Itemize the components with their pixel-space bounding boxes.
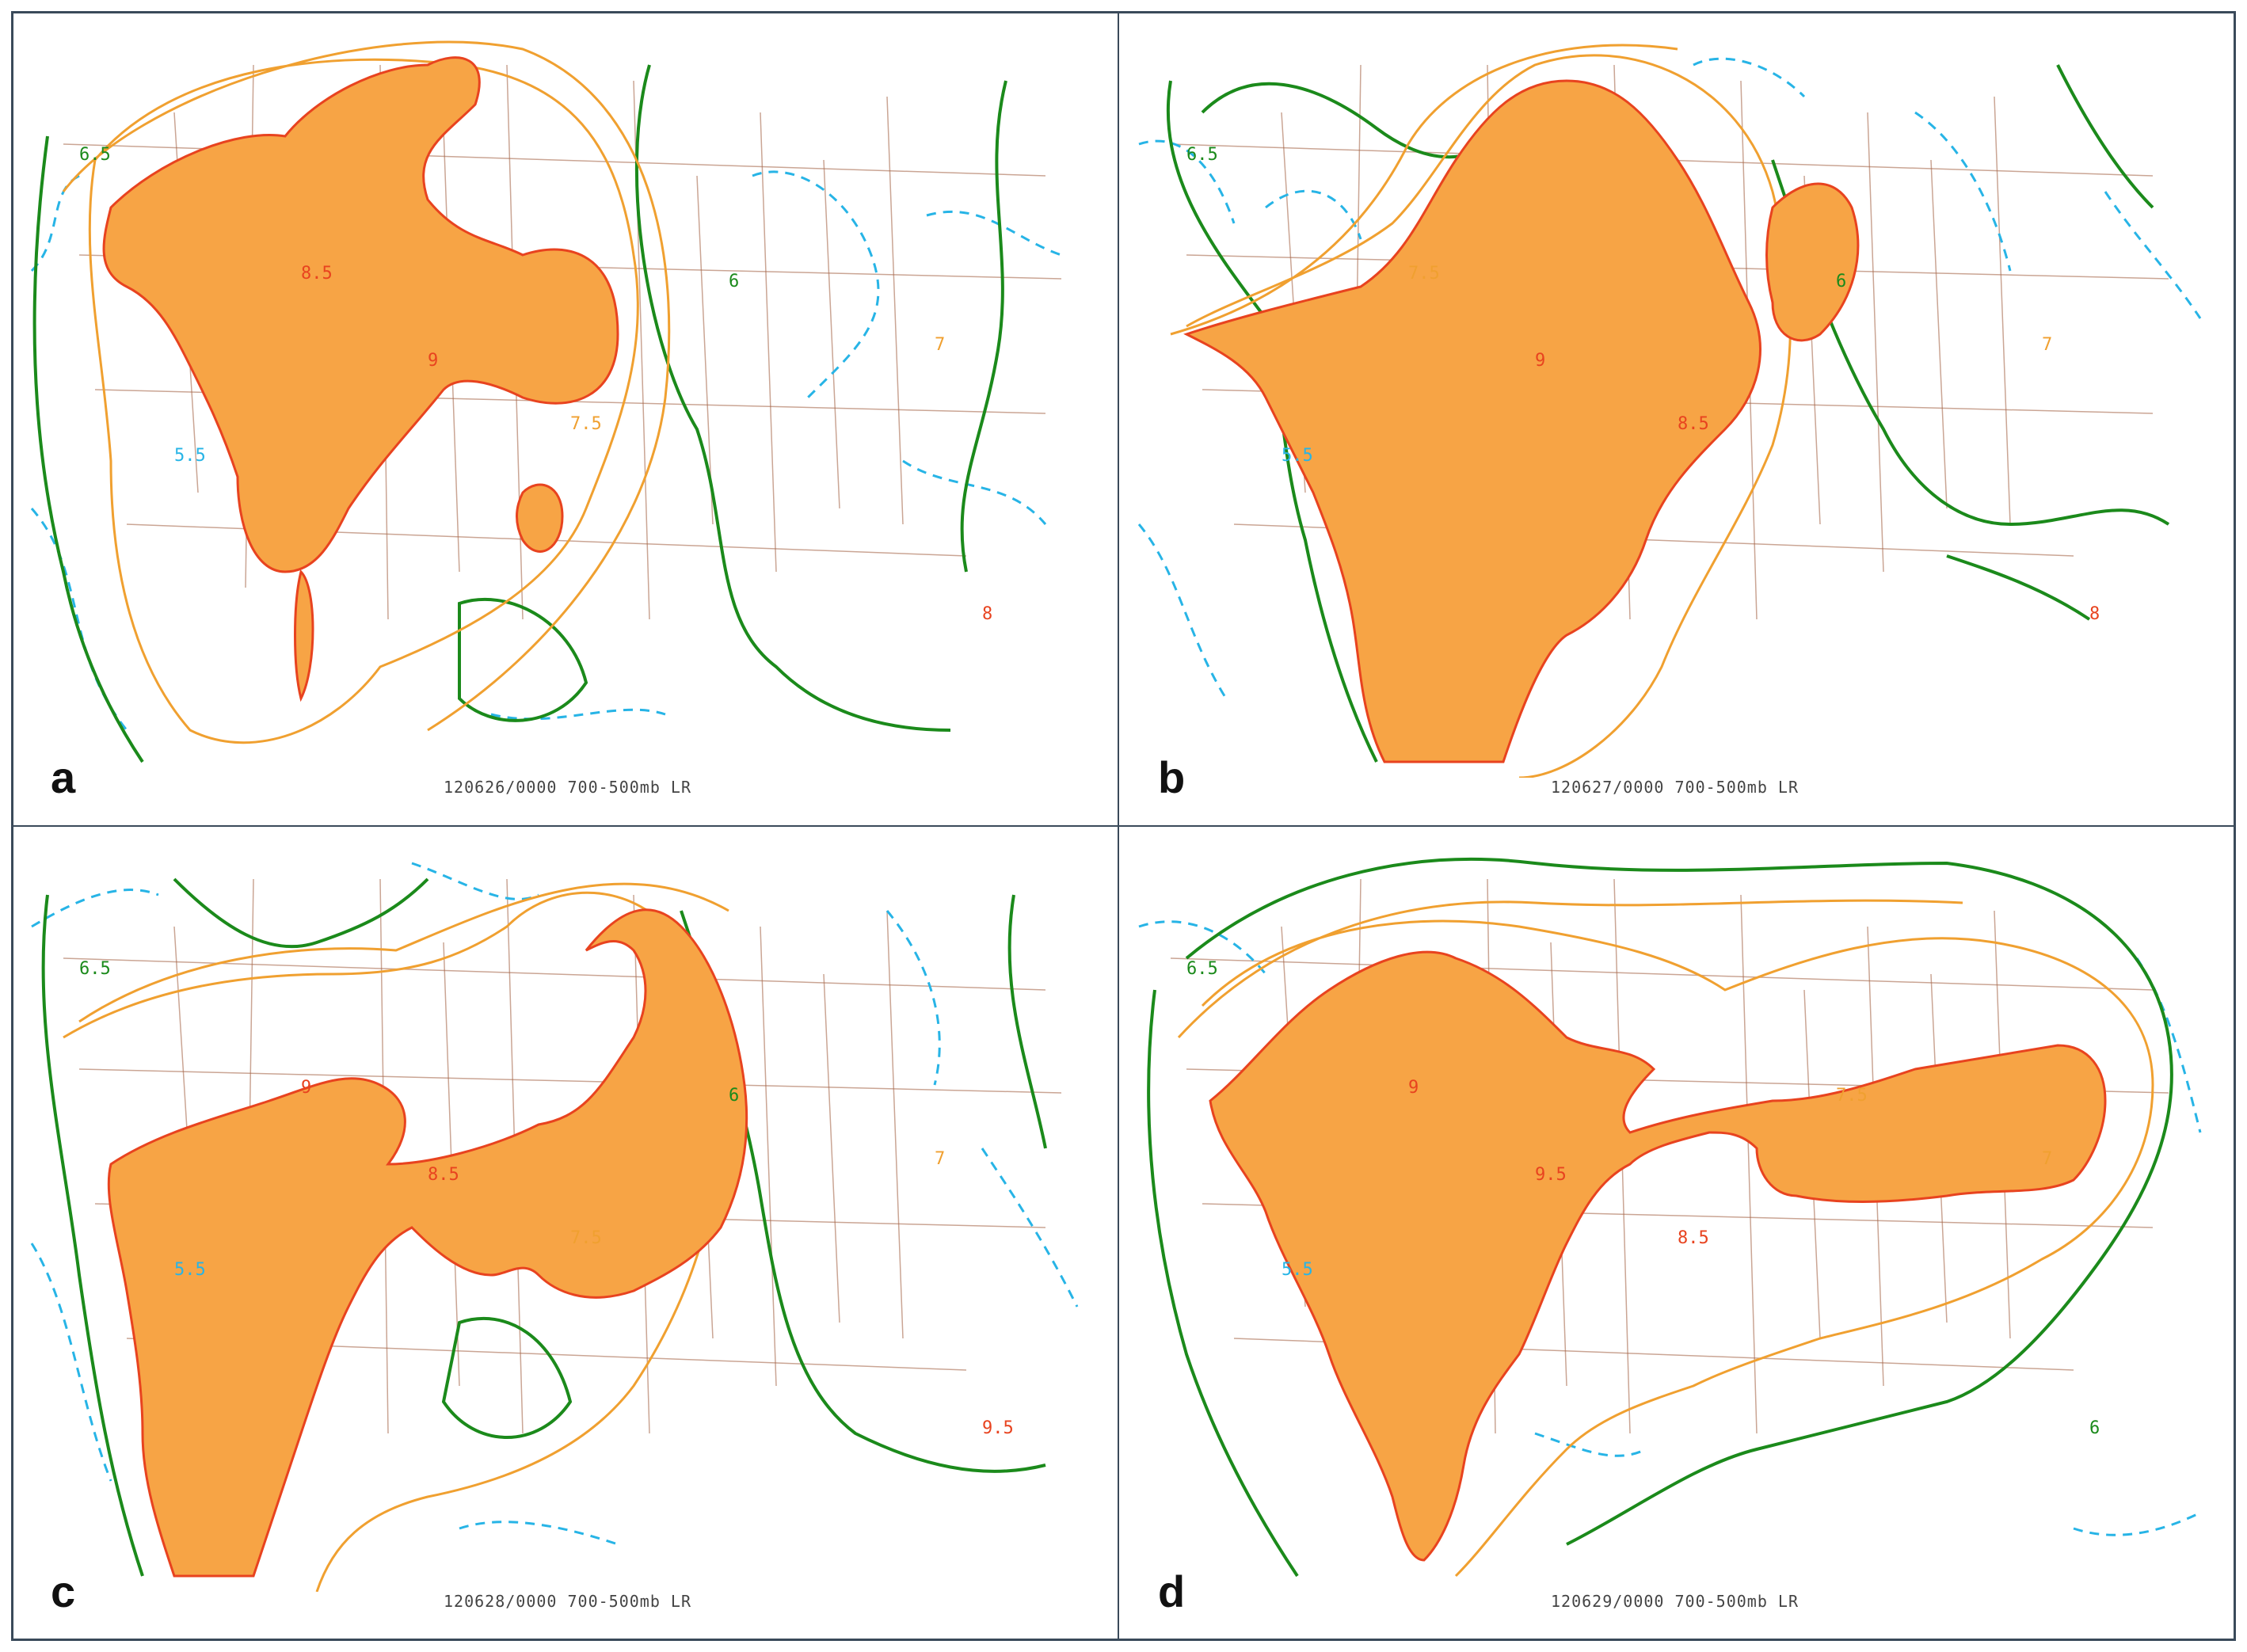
panel-caption: 120629/0000 700-500mb LR (1551, 1592, 1799, 1611)
panel-letter: b (1158, 752, 1186, 802)
state-border-line (823, 159, 840, 509)
contour-value-label: 6.5 (79, 959, 111, 979)
contour-green (32, 64, 1007, 763)
contour-value-label: 6 (1836, 272, 1846, 291)
map-panel-a: 6.5 5.5 8.5 9 7.5 6 7 8 a 120626/0000 700-500mb… (16, 17, 1109, 817)
contour-value-label: 7 (935, 335, 945, 355)
state-border-line (696, 175, 714, 525)
contour-value-label: 9.5 (982, 1418, 1014, 1438)
contour-value-label: 6 (729, 1086, 739, 1106)
lapse-rate-map: 6.5 5.5 9 8.5 7.5 6 7 9.5 (30, 862, 1079, 1592)
panel-caption: 120628/0000 700-500mb LR (444, 1592, 691, 1611)
state-border-line (760, 112, 777, 573)
panel-caption: 120626/0000 700-500mb LR (444, 778, 691, 797)
contour-value-label: 8.5 (428, 1165, 459, 1185)
contour-value-label: 7 (935, 1149, 945, 1169)
contour-orange (1170, 44, 1792, 778)
contour-value-label: 5.5 (1282, 446, 1313, 466)
contour-value-label: 9 (301, 1078, 311, 1098)
contour-green (41, 877, 1047, 1577)
map-panel-d: 6.5 5.5 9 9.5 8.5 7.5 7 6 d 120629/0000 700-500… (1123, 832, 2216, 1631)
contour-value-label: 9 (1535, 351, 1545, 371)
map-panel-c: 6.5 5.5 9 8.5 7.5 6 7 9.5 c 120628/0000 700-500… (16, 832, 1109, 1631)
contour-value-label: 5.5 (174, 446, 206, 466)
state-border-line (78, 1068, 1062, 1094)
state-border-line (1740, 894, 1758, 1434)
contour-value-label: 8.5 (301, 264, 333, 284)
state-border-line (1170, 957, 2154, 991)
contour-value-label: 8 (982, 604, 992, 624)
panel-letter: c (51, 1566, 76, 1616)
panel-letter: a (51, 752, 76, 802)
contour-value-label: 7 (2042, 335, 2052, 355)
contour-value-label: 7 (2042, 1149, 2052, 1169)
shaded-region (1183, 79, 1860, 763)
contour-value-label: 6 (2089, 1418, 2100, 1438)
state-border-line (823, 973, 840, 1323)
contour-value-label: 6.5 (1186, 145, 1218, 165)
contour-cyan (1138, 920, 2202, 1536)
panel-caption: 120627/0000 700-500mb LR (1551, 778, 1799, 797)
state-border-line (760, 926, 777, 1387)
panel-divider-horizontal (11, 825, 2236, 827)
lapse-rate-map: 6.5 5.5 8.5 9 7.5 6 7 8 (30, 40, 1062, 763)
contour-value-label: 7.5 (1836, 1086, 1868, 1106)
contour-value-label: 8.5 (1678, 1228, 1709, 1248)
contour-value-label: 9 (1408, 1078, 1419, 1098)
map-panel-b: 6.5 5.5 7.5 9 8.5 6 7 8 b 120627/0000 700-500mb… (1123, 17, 2216, 817)
contour-cyan (1137, 57, 2202, 699)
contour-orange (1177, 899, 2154, 1578)
state-border-line (63, 957, 1046, 991)
state-border-line (1930, 159, 1948, 509)
contour-value-label: 9.5 (1535, 1165, 1567, 1185)
lapse-rate-map: 6.5 5.5 9 9.5 8.5 7.5 7 6 (1138, 858, 2202, 1578)
contour-cyan (30, 862, 1079, 1546)
contour-value-label: 5.5 (174, 1260, 206, 1280)
contour-value-label: 6.5 (1186, 959, 1218, 979)
lapse-rate-map: 6.5 5.5 7.5 9 8.5 6 7 8 (1137, 44, 2202, 778)
contour-value-label: 7.5 (570, 1228, 602, 1248)
contour-value-label: 9 (428, 351, 438, 371)
state-border-line (1867, 112, 1884, 573)
contour-value-label: 7.5 (570, 414, 602, 434)
contour-value-label: 7.5 (1408, 264, 1440, 284)
panel-letter: d (1158, 1566, 1186, 1616)
shaded-region (1209, 950, 2107, 1562)
state-border-line (886, 96, 904, 525)
shaded-region (102, 56, 619, 702)
state-border-line (1994, 96, 2011, 525)
contour-value-label: 6 (729, 272, 739, 291)
contour-cyan (30, 170, 1062, 731)
contour-green (1147, 858, 2173, 1578)
contour-value-label: 6.5 (79, 145, 111, 165)
state-border-line (886, 910, 904, 1339)
contour-value-label: 8 (2089, 604, 2100, 624)
shaded-region (107, 908, 748, 1578)
contour-value-label: 8.5 (1678, 414, 1709, 434)
contour-value-label: 5.5 (1282, 1260, 1313, 1280)
